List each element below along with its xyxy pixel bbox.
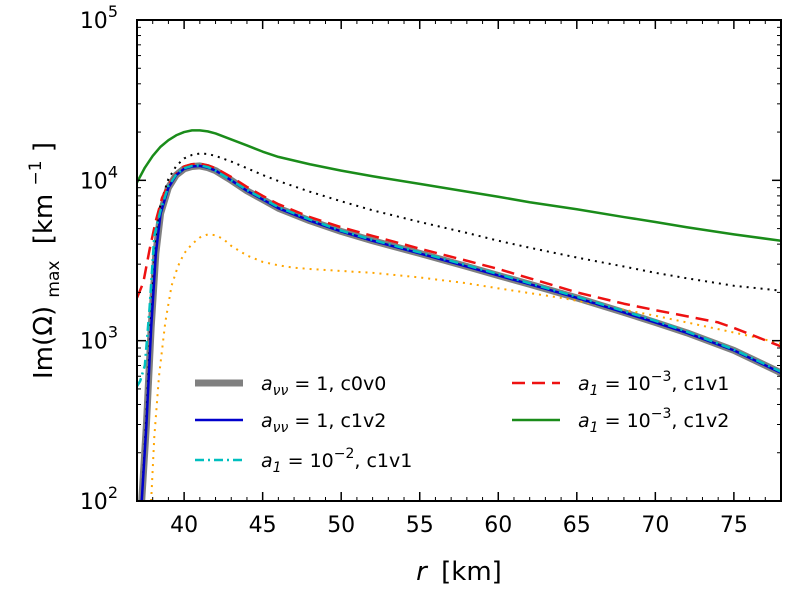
legend-entry-s_a1_1e-3_c1v2: a1 = 10−3, c1v2 — [512, 406, 729, 436]
y-axis-title-unit-close: ] — [29, 142, 59, 152]
legend-entry-s_a1_1e-3_c1v1: a1 = 10−3, c1v1 — [512, 369, 729, 399]
y-tick-label: 104 — [80, 162, 118, 194]
legend-label: a1 = 10−3, c1v2 — [578, 406, 729, 436]
x-tick-label: 50 — [327, 513, 355, 538]
ticks-layer: 40 45 50 55 60 65 70 75 102 103 104 105 — [80, 2, 782, 538]
y-axis-title-main: Im(Ω) — [29, 306, 59, 379]
y-axis-title-unit: [km — [29, 194, 59, 245]
x-axis-title-symbol: r — [416, 557, 429, 587]
legend-label: a1 = 10−3, c1v1 — [578, 369, 729, 399]
legend-entry-s_c0v0: aνν = 1, c0v0 — [195, 373, 386, 399]
series-layer — [137, 129, 781, 501]
series-line-s_black_dotted — [140, 152, 781, 501]
x-tick-label: 55 — [406, 513, 434, 538]
y-tick-label: 103 — [80, 323, 118, 355]
x-tick-label: 65 — [563, 513, 591, 538]
legend-entry-s_avv_c1v2: aνν = 1, c1v2 — [195, 410, 386, 436]
y-axis-title-sub: max — [44, 261, 64, 298]
y-tick-label: 105 — [80, 2, 118, 34]
x-tick-label: 45 — [249, 513, 277, 538]
legend-label: a1 = 10−2, c1v1 — [261, 446, 412, 476]
x-tick-label: 40 — [170, 513, 198, 538]
series-line-s_a1_1e-3_c1v1 — [137, 162, 781, 348]
series-line-s_a1_1e-3_c1v2 — [137, 129, 781, 242]
series-line-s_orange_dotted — [150, 233, 781, 501]
series-line-s_a1_1e-2_c1v1 — [137, 164, 781, 387]
legend-label: aνν = 1, c1v2 — [261, 410, 386, 436]
x-axis-title: r [km] — [416, 557, 502, 587]
y-tick-label: 102 — [80, 483, 118, 515]
y-axis-title: Im(Ω) max [km −1 ] — [18, 142, 66, 379]
legend-label: aνν = 1, c0v0 — [261, 373, 386, 399]
x-tick-label: 70 — [641, 513, 669, 538]
x-axis-title-unit: [km] — [441, 557, 502, 587]
legend-entry-s_a1_1e-2_c1v1: a1 = 10−2, c1v1 — [195, 446, 412, 476]
series-line-s_avv_c1v2 — [140, 164, 781, 501]
y-axis-title-unit-exponent: −1 — [26, 160, 46, 185]
legend: aνν = 1, c0v0 aνν = 1, c1v2 a1 = 10−2, c1v… — [195, 369, 729, 476]
x-tick-label: 60 — [484, 513, 512, 538]
plot-frame — [136, 19, 782, 502]
x-tick-label: 75 — [720, 513, 748, 538]
